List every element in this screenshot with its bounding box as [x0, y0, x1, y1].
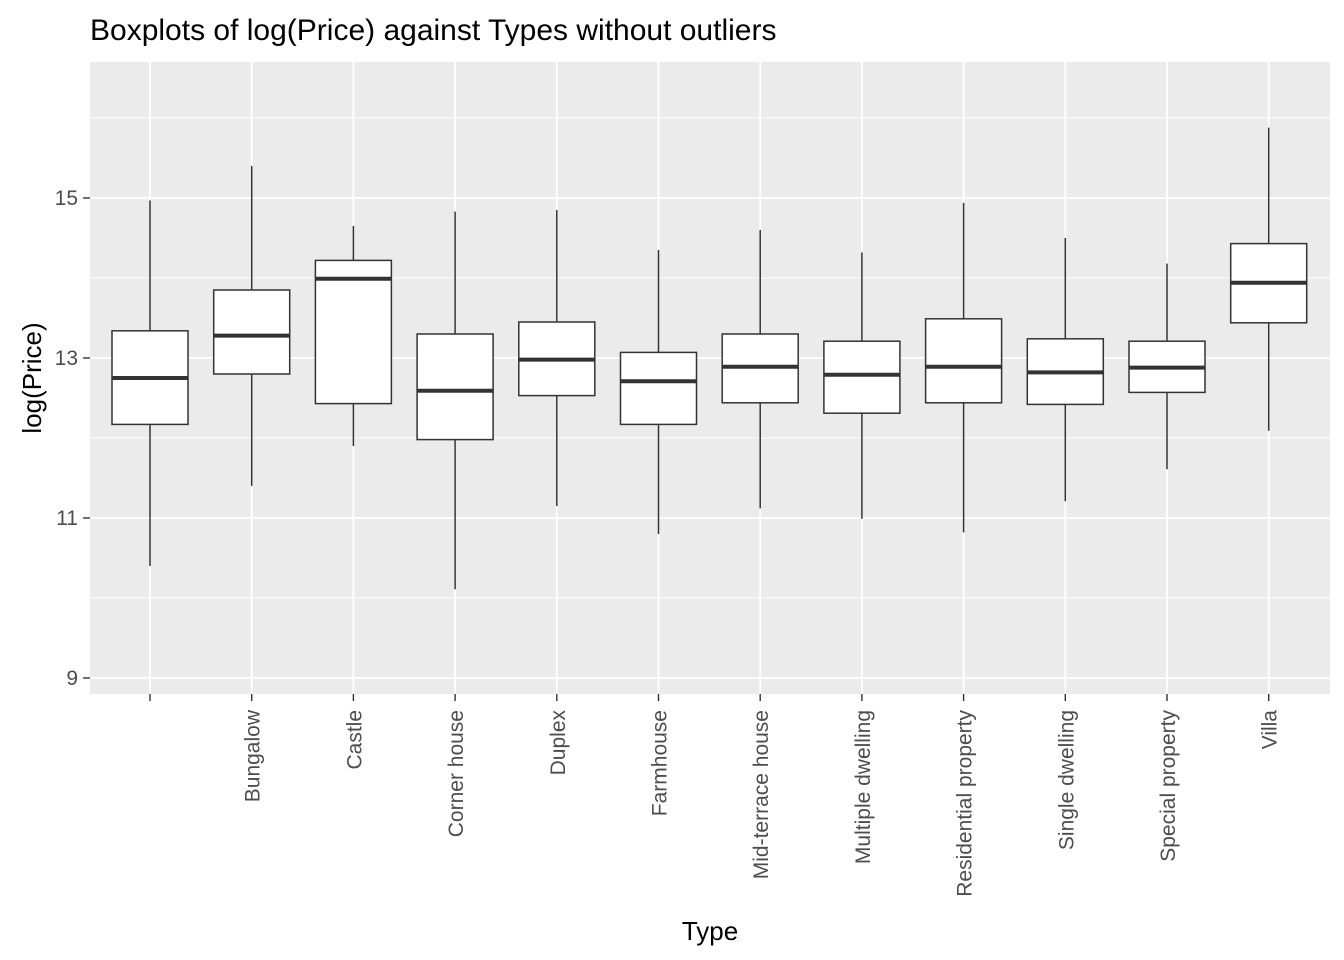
y-axis: 9 11 13 15	[55, 187, 90, 690]
box-10	[1026, 238, 1105, 502]
x-tick-label: Mid-terrace house	[750, 710, 773, 879]
y-tick-label: 13	[55, 347, 78, 370]
x-axis-title: Type	[682, 916, 738, 946]
x-tick-label: Multiple dwelling	[852, 710, 875, 864]
boxes-layer	[111, 127, 1308, 590]
box-3	[314, 226, 393, 446]
x-tick-label: Villa	[1259, 710, 1282, 750]
y-tick-label: 15	[55, 187, 78, 210]
box-6	[619, 250, 698, 534]
box-12	[1229, 127, 1308, 431]
box-iqr	[619, 351, 698, 426]
box-2	[212, 166, 291, 486]
x-tick-label: Castle	[343, 710, 366, 770]
x-tick-label: Residential property	[954, 710, 977, 897]
box-iqr	[212, 289, 291, 375]
y-tick-label: 9	[66, 667, 78, 690]
box-iqr	[416, 333, 494, 441]
x-tick-label: Corner house	[445, 710, 468, 837]
x-tick-label: Duplex	[547, 710, 570, 776]
chart-title: Boxplots of log(Price) against Types wit…	[90, 14, 776, 47]
box-4	[416, 211, 494, 590]
y-tick-label: 11	[56, 507, 78, 530]
box-5	[518, 210, 596, 506]
box-iqr	[314, 259, 393, 405]
x-tick-label: Bungalow	[242, 709, 265, 802]
x-tick-label: Single dwelling	[1055, 710, 1078, 850]
plot-panel	[90, 62, 1330, 694]
box-11	[1128, 263, 1206, 470]
box-8	[823, 252, 901, 519]
x-axis: Bungalow Castle Corner house Duplex Farmhous…	[149, 694, 1282, 897]
box-iqr	[924, 318, 1003, 404]
box-iqr	[823, 340, 901, 414]
box-9	[924, 202, 1003, 533]
y-axis-title: log(Price)	[17, 322, 47, 433]
box-7	[721, 230, 799, 509]
box-1	[111, 200, 189, 566]
grid-minor-lines	[90, 117, 1330, 599]
x-tick-label: Farmhouse	[649, 710, 672, 816]
x-tick-label: Special property	[1157, 710, 1180, 862]
